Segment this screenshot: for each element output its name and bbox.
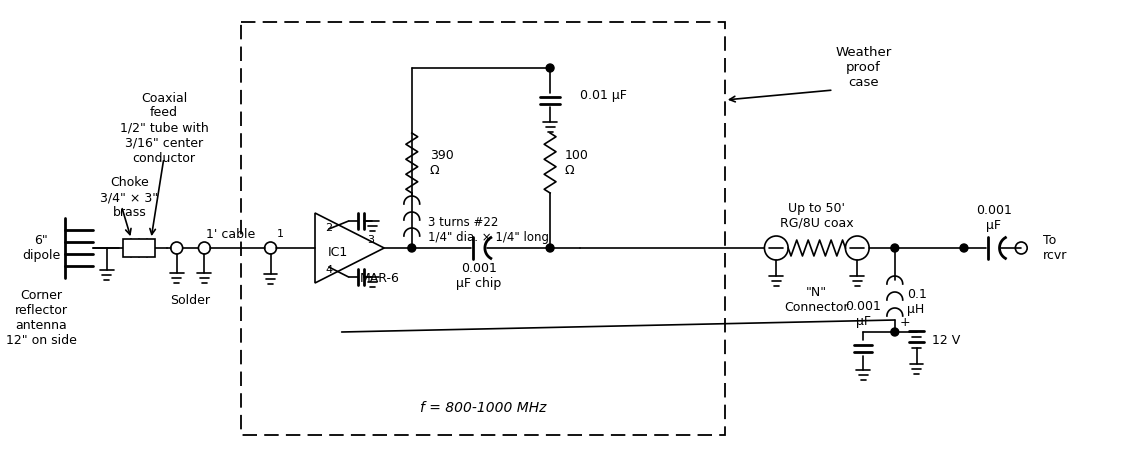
Text: "N"
Connector: "N" Connector (784, 286, 849, 314)
Bar (241, 22, 725, 435)
Text: 390
Ω: 390 Ω (430, 149, 453, 177)
Text: f = 800-1000 MHz: f = 800-1000 MHz (420, 401, 546, 415)
Text: IC1: IC1 (328, 245, 348, 258)
Text: 0.001
μF chip: 0.001 μF chip (457, 262, 502, 290)
Circle shape (891, 244, 899, 252)
Text: 2: 2 (325, 223, 332, 233)
Text: +: + (900, 316, 910, 328)
Text: 4: 4 (325, 265, 332, 275)
Text: MAR-6: MAR-6 (359, 272, 399, 284)
Circle shape (408, 244, 416, 252)
Text: Weather
proof
case: Weather proof case (835, 47, 891, 89)
Text: 100
Ω: 100 Ω (564, 149, 589, 177)
Text: To
rcvr: To rcvr (1043, 234, 1067, 262)
Text: Corner
reflector
antenna
12" on side: Corner reflector antenna 12" on side (6, 289, 76, 347)
Text: Coaxial
feed
1/2" tube with
3/16" center
conductor: Coaxial feed 1/2" tube with 3/16" center… (120, 92, 209, 164)
Text: 3: 3 (367, 235, 374, 245)
Circle shape (546, 244, 554, 252)
Circle shape (546, 64, 554, 72)
Text: Up to 50'
RG/8U coax: Up to 50' RG/8U coax (780, 202, 854, 230)
Circle shape (891, 328, 899, 336)
Text: 1' cable: 1' cable (206, 228, 256, 240)
Text: Choke
3/4" × 3"
brass: Choke 3/4" × 3" brass (100, 176, 158, 219)
Text: 1: 1 (277, 229, 284, 239)
Text: 0.001
μF: 0.001 μF (845, 300, 881, 328)
Text: 0.001
μF: 0.001 μF (976, 204, 1012, 232)
Text: Solder: Solder (171, 294, 211, 306)
Text: 0.01 μF: 0.01 μF (580, 88, 626, 102)
Text: 3 turns #22
1/4" dia. × 1/4" long: 3 turns #22 1/4" dia. × 1/4" long (427, 216, 549, 244)
Text: 0.1
μH: 0.1 μH (907, 288, 927, 316)
Text: 12 V: 12 V (932, 333, 960, 347)
Circle shape (960, 244, 968, 252)
Text: 6"
dipole: 6" dipole (22, 234, 61, 262)
Bar (123, 239, 155, 257)
